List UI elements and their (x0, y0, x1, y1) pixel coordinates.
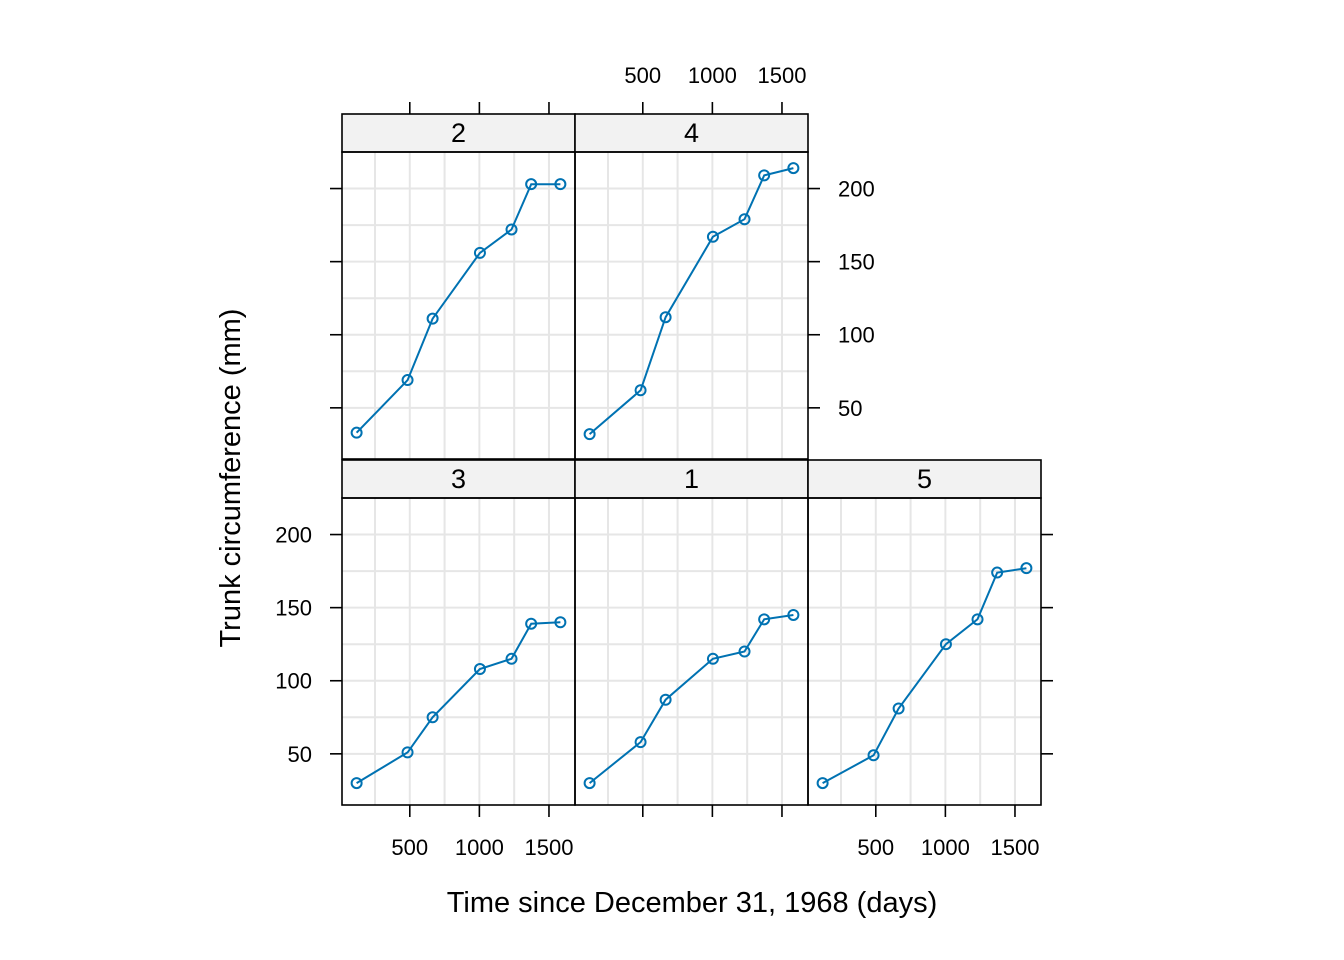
x-tick-label-bottom: 1500 (990, 835, 1039, 860)
panel-1-strip (574, 459, 809, 499)
panel-2-point (525, 178, 538, 191)
panel-5-point (971, 613, 984, 626)
panel-2-strip-label: 2 (451, 118, 466, 148)
panel-4-point (758, 169, 771, 182)
panel-4-point (787, 162, 800, 175)
panel-3-frame (341, 497, 576, 806)
panel-2-point (350, 426, 363, 439)
panel-5-frame (807, 497, 1042, 806)
panel-5-point (816, 777, 829, 790)
panel-4-point (634, 384, 647, 397)
panel-1-point (659, 693, 672, 706)
x-tick-label-top: 1500 (757, 63, 806, 88)
frame-layer: 3 1 5 2 4 (341, 113, 1042, 806)
panel-2-point (473, 246, 486, 259)
panel-3-point (525, 617, 538, 630)
x-tick-label-bottom: 1000 (921, 835, 970, 860)
x-tick-label-bottom: 1500 (524, 835, 573, 860)
panel-5-point (867, 749, 880, 762)
y-tick-label-right: 200 (838, 177, 875, 202)
x-tick-label-bottom: 500 (857, 835, 894, 860)
x-axis-title: Time since December 31, 1968 (days) (447, 887, 938, 919)
series-layer (350, 162, 1033, 790)
panel-4-series-line (588, 167, 794, 435)
x-tick-label-bottom: 1000 (455, 835, 504, 860)
panel-5-point (991, 566, 1004, 579)
panel-3-strip (341, 459, 576, 499)
panel-3-point (554, 616, 567, 629)
panel-2-point (505, 223, 518, 236)
panel-1-series-line (588, 614, 794, 784)
panel-2-point (401, 374, 414, 387)
panel-2-series-line (355, 183, 561, 434)
panel-1-strip-label: 1 (684, 464, 699, 494)
panel-4-strip-label: 4 (684, 118, 699, 148)
panel-3-point (401, 746, 414, 759)
panel-2-point (554, 178, 567, 191)
panel-4-strip (574, 113, 809, 153)
x-tick-label-top: 500 (624, 63, 661, 88)
panel-4-point (738, 213, 751, 226)
panel-5-strip (807, 459, 1042, 499)
panel-5-point (1020, 562, 1033, 575)
panel-3-series-line (356, 621, 561, 784)
panel-1-point (583, 777, 596, 790)
y-tick-label-left: 200 (275, 523, 312, 548)
panel-3-point (505, 652, 518, 665)
x-tick-label-top: 1000 (688, 63, 737, 88)
panel-4-point (659, 311, 672, 324)
panel-3-strip-label: 3 (451, 464, 466, 494)
panel-5-series-line (822, 567, 1027, 784)
panel-1-point (758, 613, 771, 626)
y-tick-label-left: 100 (275, 669, 312, 694)
panel-4-frame (574, 151, 809, 460)
panel-5-point (939, 638, 952, 651)
y-tick-label-right: 150 (838, 250, 875, 275)
panel-4-point (706, 230, 719, 243)
y-tick-label-right: 50 (838, 396, 862, 421)
panel-2-point (426, 312, 439, 325)
panel-1-point (787, 608, 800, 621)
panel-5-strip-label: 5 (917, 464, 932, 494)
panel-3-point (426, 711, 439, 724)
panel-1-frame (574, 497, 809, 806)
y-axis-title: Trunk circumference (mm) (215, 309, 247, 648)
x-tick-label-bottom: 500 (391, 835, 428, 860)
panel-1-point (634, 736, 647, 749)
panel-1-point (706, 652, 719, 665)
y-tick-label-left: 150 (275, 596, 312, 621)
panel-5-point (892, 702, 905, 715)
y-tick-label-right: 100 (838, 323, 875, 348)
y-tick-label-left: 50 (288, 742, 312, 767)
panel-3-point (350, 777, 363, 790)
panel-1-point (738, 645, 751, 658)
panel-4-point (583, 428, 596, 441)
panel-3-point (473, 663, 486, 676)
